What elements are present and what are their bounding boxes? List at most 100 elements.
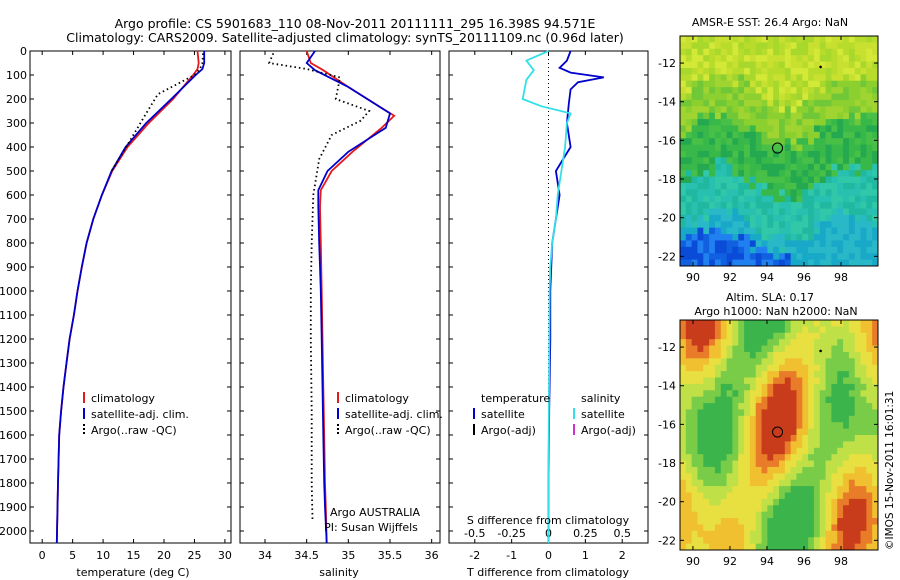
map-cell (680, 80, 687, 88)
map-cell (680, 383, 687, 391)
map-cell (703, 214, 710, 222)
map-cell (697, 351, 704, 359)
map-cell (825, 176, 832, 184)
map-cell (767, 234, 774, 241)
map-cell (709, 460, 716, 468)
map-cell (843, 74, 850, 82)
map-cell (872, 234, 879, 241)
salinity-panel: 34 34.5 35 35.5 36 (239, 50, 441, 562)
map-cell (685, 441, 693, 449)
map-cell (773, 106, 780, 114)
map-cell (744, 170, 751, 177)
map-cell (866, 259, 873, 267)
map-cell (709, 492, 716, 500)
map-cell (813, 351, 821, 359)
map-cell (813, 332, 821, 340)
map-cell (790, 253, 797, 261)
x-tick-label: 0 (39, 549, 46, 562)
map-cell (767, 208, 774, 216)
map-cell (825, 422, 832, 430)
map-cell (755, 55, 762, 62)
map-cell (767, 112, 774, 120)
map-cell (808, 80, 815, 88)
map-cell (779, 151, 786, 158)
map-cell (691, 492, 698, 500)
map-cell (767, 543, 774, 551)
map-cell (831, 151, 838, 158)
map-cell (738, 466, 745, 474)
map-cell (854, 537, 861, 545)
map-cell (680, 99, 687, 107)
map-cell (726, 377, 733, 385)
map-cell (808, 466, 815, 474)
map-cell (761, 87, 768, 94)
map-cell (703, 383, 710, 391)
map-cell (802, 441, 809, 449)
map-cell (720, 240, 727, 248)
map-cell (843, 259, 850, 267)
map-cell (854, 55, 861, 62)
map-cell (761, 441, 768, 449)
map-cell (761, 428, 768, 436)
map-cell (773, 246, 780, 254)
map-cell (685, 537, 693, 545)
map-cell (755, 435, 762, 442)
map-cell (703, 403, 710, 410)
map-cell (697, 473, 704, 481)
map-cell (831, 61, 838, 69)
map-cell (732, 492, 739, 500)
map-cell (749, 195, 757, 203)
map-cell (808, 234, 815, 241)
map-cell (860, 208, 867, 216)
map-cell (767, 364, 774, 372)
map-cell (691, 435, 698, 442)
map-cell (767, 80, 774, 88)
map-cell (802, 144, 809, 152)
map-cell (761, 119, 768, 126)
map-cell (837, 221, 844, 229)
map-cell (860, 332, 867, 340)
map-cell (866, 131, 873, 139)
map-cell (843, 332, 850, 340)
map-cell (790, 345, 797, 353)
map-cell (738, 415, 745, 423)
map-cell (738, 505, 745, 513)
map-cell (831, 144, 838, 152)
map-cell (726, 518, 733, 525)
map-cell (854, 61, 861, 69)
map-cell (680, 163, 687, 171)
map-cell (784, 182, 792, 190)
map-cell (703, 345, 710, 353)
map-cell (691, 371, 698, 378)
map-cell (848, 246, 856, 254)
map-cell (703, 138, 710, 146)
map-cell (831, 435, 838, 442)
map-cell (732, 221, 739, 229)
map-cell (860, 36, 867, 43)
map-cell (802, 371, 809, 378)
map-cell (755, 240, 762, 248)
map-cell (779, 422, 786, 430)
map-cell (732, 371, 739, 378)
map-cell (831, 326, 838, 334)
map-cell (843, 364, 850, 372)
map-cell (709, 505, 716, 513)
map-cell (767, 42, 774, 50)
map-cell (714, 42, 722, 50)
map-cell (808, 119, 815, 126)
map-cell (709, 246, 716, 254)
map-cell (732, 99, 739, 107)
map-cell (773, 214, 780, 222)
map-cell (796, 345, 803, 353)
map-cell (703, 377, 710, 385)
map-cell (755, 259, 762, 267)
map-cell (749, 409, 757, 417)
map-cell (837, 176, 844, 184)
map-cell (802, 498, 809, 506)
map-cell (784, 524, 792, 532)
map-cell (738, 473, 745, 481)
map-cell (848, 182, 856, 190)
map-cell (697, 93, 704, 101)
map-cell (802, 351, 809, 359)
map-cell (755, 543, 762, 551)
